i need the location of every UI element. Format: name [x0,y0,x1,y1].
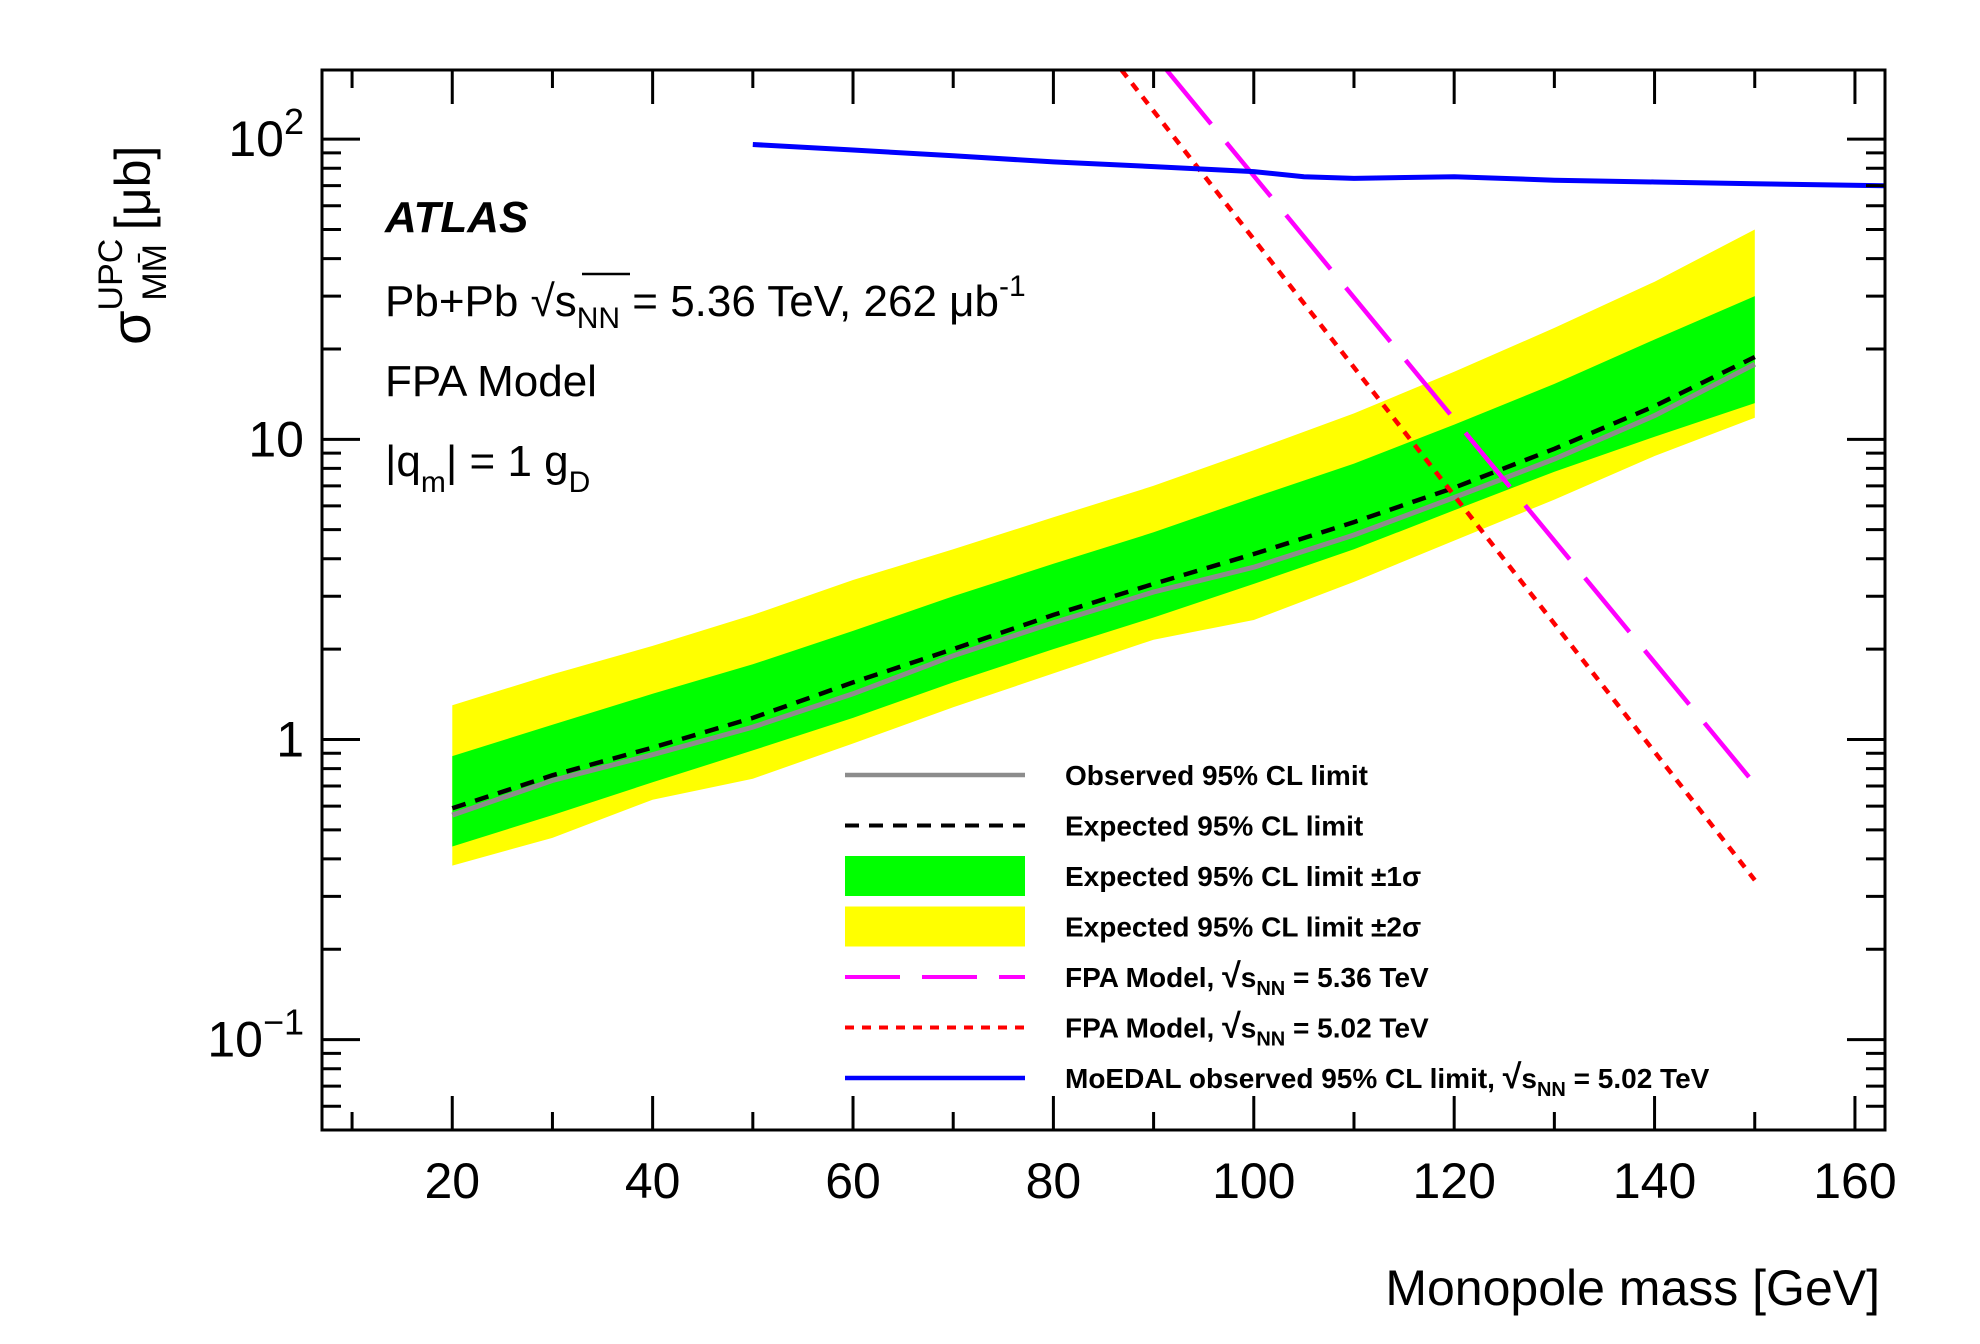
model-label: FPA Model [385,357,597,406]
legend-label-one-sigma: Expected 95% CL limit ±1σ [1065,861,1421,892]
x-tick-label: 80 [1026,1153,1082,1209]
legend: Observed 95% CL limit Expected 95% CL lim… [845,760,1710,1101]
text-layer: Monopole mass [GeV] σUPC MM̄ [μb] ATLAS Pb+P… [92,146,1880,1316]
x-tick-label: 120 [1412,1153,1495,1209]
legend-swatch-one-sigma [845,856,1025,896]
observed-limit-line [451,361,1756,818]
legend-label-two-sigma: Expected 95% CL limit ±2σ [1065,912,1421,943]
legend-label-moedal: MoEDAL observed 95% CL limit, √sNN = 5.0… [1065,1058,1710,1101]
charge-label: |qm| = 1 gD [385,437,590,499]
curves-layer [451,70,1885,882]
y-tick-label: 10−1 [207,1002,304,1068]
legend-swatch-two-sigma [845,906,1025,947]
plot-frame [320,68,1887,1132]
y-axis-title: σUPC MM̄ [μb] [92,146,174,345]
y-tick-label: 1 [276,711,304,767]
x-tick-label: 140 [1613,1153,1696,1209]
y-tick-label: 10 [248,411,304,467]
x-tick-label: 160 [1813,1153,1896,1209]
atlas-label: ATLAS [384,193,528,242]
x-tick-label: 60 [825,1153,881,1209]
fpa-502-line [1119,70,1757,882]
collision-info: Pb+Pb √sNN = 5.36 TeV, 262 μb-1 [385,270,1026,335]
fpa-536-line [1164,70,1757,786]
legend-label-observed: Observed 95% CL limit [1065,760,1368,791]
legend-label-fpa-536: FPA Model, √sNN = 5.36 TeV [1065,957,1429,1000]
x-tick-label: 100 [1212,1153,1295,1209]
x-tick-label: 20 [424,1153,480,1209]
legend-label-expected: Expected 95% CL limit [1065,811,1363,842]
axes-layer: 20 40 60 80 100 120 140 160 10−1 1 10 102 [207,70,1897,1209]
moedal-limit-line [752,142,1885,189]
x-tick-label: 40 [625,1153,681,1209]
x-axis-title: Monopole mass [GeV] [1385,1260,1880,1316]
legend-label-fpa-502: FPA Model, √sNN = 5.02 TeV [1065,1008,1429,1051]
y-tick-label: 102 [228,101,304,167]
expected-limit-line [451,354,1756,811]
